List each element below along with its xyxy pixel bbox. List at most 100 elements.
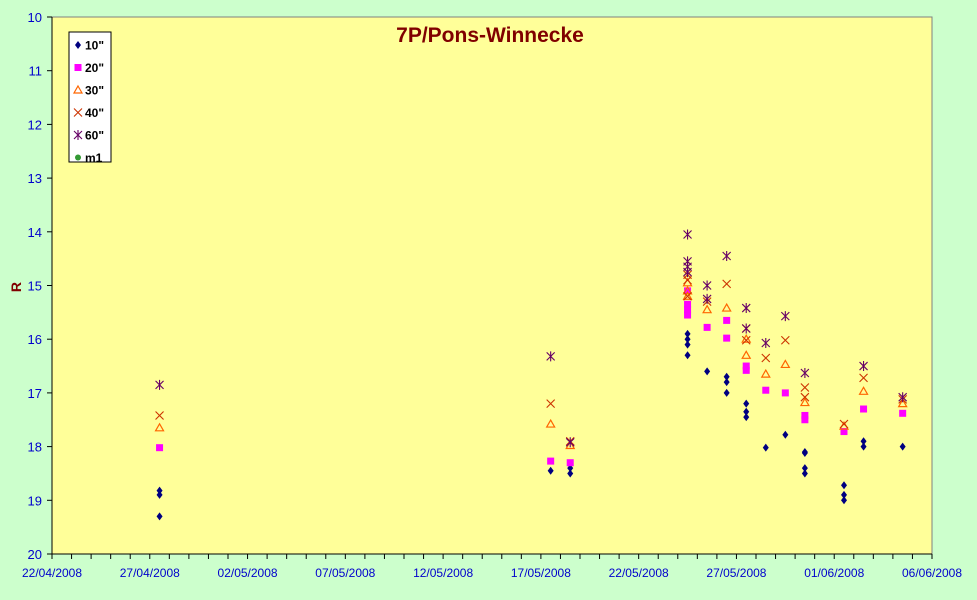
data-point	[703, 323, 711, 331]
x-tick-label: 27/04/2008	[120, 566, 180, 580]
legend-marker	[73, 130, 83, 140]
legend-item: 60"	[73, 129, 104, 143]
data-point	[841, 481, 847, 490]
data-point	[566, 459, 574, 467]
plot-area	[51, 16, 933, 555]
data-point	[702, 304, 713, 314]
data-point	[546, 399, 556, 409]
chart-title: 7P/Pons-Winnecke	[396, 24, 584, 47]
legend-marker	[73, 108, 83, 117]
marks-layer	[154, 229, 908, 521]
legend: 10" 20" 30" 40" 60" m1	[68, 31, 112, 165]
data-point	[723, 378, 730, 387]
x-tick-label: 07/05/2008	[315, 566, 375, 580]
data-point	[761, 337, 771, 348]
data-point	[898, 392, 908, 403]
data-point	[762, 443, 769, 452]
data-point	[899, 409, 907, 417]
data-point	[840, 428, 848, 436]
data-point	[859, 361, 868, 372]
data-point	[801, 416, 809, 424]
data-point	[781, 389, 789, 397]
data-point	[156, 490, 163, 499]
data-point	[780, 335, 790, 345]
data-point	[799, 397, 810, 407]
data-point	[841, 490, 847, 499]
data-point	[546, 351, 556, 362]
data-point	[156, 486, 163, 495]
x-tick-label: 01/06/2008	[804, 566, 864, 580]
data-point	[743, 399, 750, 408]
data-point	[897, 398, 908, 408]
data-point	[741, 350, 752, 359]
data-point	[742, 362, 750, 370]
x-tick-label: 27/05/2008	[706, 566, 766, 580]
data-point	[683, 229, 692, 240]
legend-item: m1	[75, 151, 103, 165]
data-point	[743, 413, 750, 422]
data-point	[780, 311, 790, 322]
data-point	[722, 279, 732, 289]
data-point	[800, 383, 810, 392]
data-point	[702, 280, 712, 291]
data-point	[760, 368, 771, 378]
legend-marker	[75, 154, 81, 161]
data-point	[860, 437, 867, 446]
data-point	[860, 442, 867, 451]
data-point	[723, 388, 730, 397]
data-point	[741, 323, 751, 334]
data-point	[684, 300, 692, 308]
legend-marker	[75, 41, 81, 49]
data-point	[858, 386, 869, 395]
data-point	[545, 418, 556, 428]
data-point	[684, 329, 691, 338]
legend-item: 40"	[73, 106, 104, 120]
legend-item: 10"	[75, 39, 104, 53]
legend-label: 40"	[85, 106, 104, 120]
data-point	[722, 250, 732, 261]
data-point	[742, 366, 750, 374]
y-tick-label: 19	[28, 493, 42, 508]
data-point	[683, 291, 692, 301]
data-point	[547, 466, 554, 475]
data-point	[801, 449, 808, 458]
data-point	[723, 316, 731, 324]
y-tick-label: 10	[28, 10, 42, 25]
data-point	[682, 285, 693, 295]
legend-item: 20"	[74, 61, 104, 75]
data-point	[780, 359, 791, 369]
data-point	[683, 275, 692, 285]
data-point	[155, 379, 164, 390]
x-tick-label: 22/05/2008	[609, 566, 669, 580]
y-tick-label: 17	[28, 386, 42, 401]
data-point	[841, 496, 847, 505]
data-point	[801, 464, 808, 473]
data-point	[155, 411, 164, 420]
y-tick-label: 18	[28, 440, 42, 455]
data-point	[859, 373, 868, 383]
data-point	[860, 405, 868, 413]
data-point	[684, 351, 691, 360]
data-point	[567, 469, 574, 478]
data-point	[682, 291, 693, 300]
series-2	[156, 287, 907, 467]
data-point	[743, 407, 750, 416]
data-point	[723, 372, 730, 381]
data-point	[156, 512, 163, 521]
legend-label: m1	[85, 151, 103, 165]
y-tick-label: 15	[28, 279, 42, 294]
x-tick-label: 06/06/2008	[902, 566, 962, 580]
data-point	[741, 303, 751, 314]
legend-marker	[72, 84, 84, 94]
data-point	[800, 368, 810, 379]
y-tick-label: 14	[28, 225, 42, 240]
legend-label: 60"	[85, 129, 104, 143]
data-point	[684, 335, 691, 344]
legend-item: 30"	[72, 84, 104, 98]
data-point	[782, 430, 789, 439]
legend-box	[68, 31, 112, 163]
data-point	[565, 437, 575, 448]
x-tick-label: 12/05/2008	[413, 566, 473, 580]
series-5	[155, 229, 908, 448]
legend-marker	[74, 64, 82, 71]
